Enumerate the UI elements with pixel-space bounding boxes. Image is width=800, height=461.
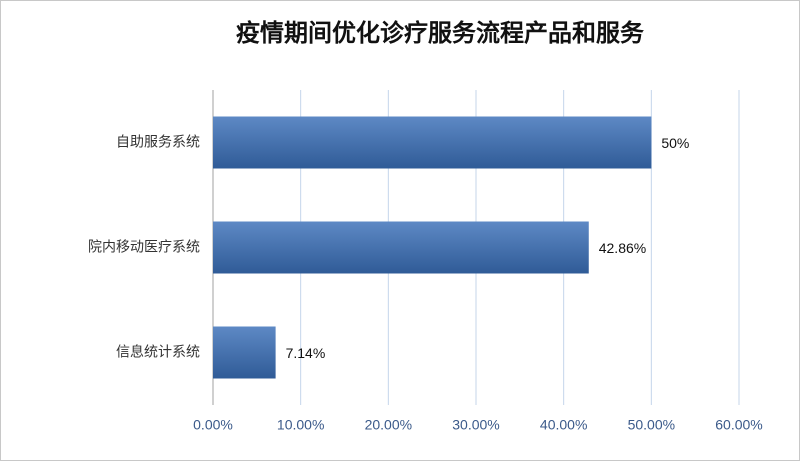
x-tick-label: 10.00%: [277, 417, 324, 433]
y-tick-label: 院内移动医疗系统: [88, 240, 200, 256]
y-tick-label: 自助服务系统: [116, 135, 200, 151]
value-label: 50%: [661, 135, 689, 151]
x-tick-label: 50.00%: [628, 417, 675, 433]
value-label: 7.14%: [286, 345, 326, 361]
chart-title: 疫情期间优化诊疗服务流程产品和服务: [236, 19, 645, 47]
bar-shade: [213, 116, 652, 169]
x-tick-label: 30.00%: [452, 417, 499, 433]
x-tick-label: 60.00%: [715, 417, 762, 433]
x-tick-label: 20.00%: [365, 417, 412, 433]
x-tick-label: 40.00%: [540, 417, 587, 433]
bar-shade: [213, 221, 589, 274]
value-label: 42.86%: [599, 240, 646, 256]
y-tick-label: 信息统计系统: [116, 344, 200, 361]
bar-shade: [213, 326, 276, 379]
x-tick-label: 0.00%: [193, 417, 233, 433]
